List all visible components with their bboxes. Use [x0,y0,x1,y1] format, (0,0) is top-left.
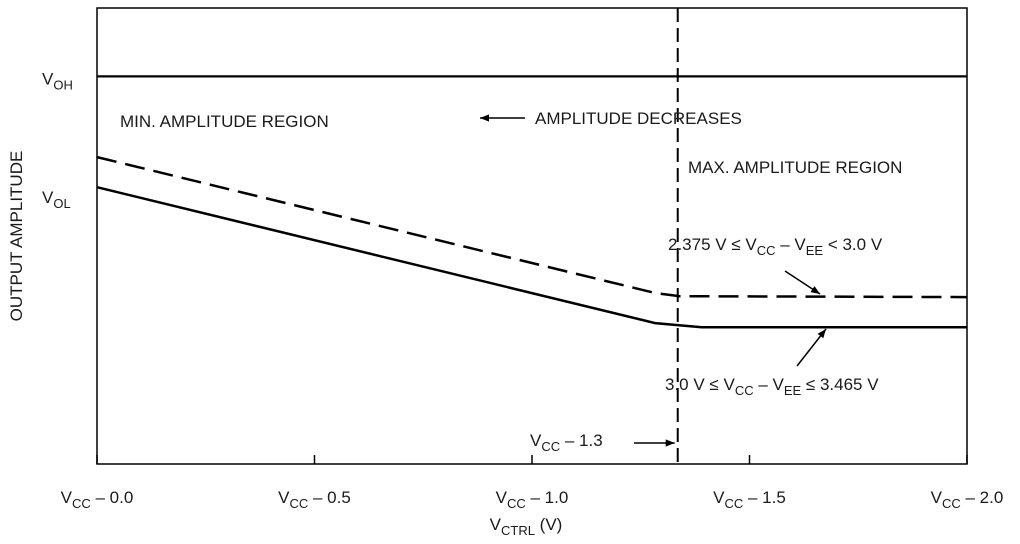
series-label-part: EE [784,383,802,398]
y-axis-label: OUTPUT AMPLITUDE [7,151,26,322]
arrow [784,270,821,295]
x-axis-label-part: (V) [535,515,562,534]
x-tick-label-part: CC [942,496,961,511]
annotation-part: MAX. AMPLITUDE REGION [688,158,902,177]
x-tick-label-part: V [61,488,73,507]
vertical-marker-label: VCC – 1.3 [530,431,603,454]
series-label-part: – V [776,235,807,254]
series-label-part: ≤ 3.465 V [801,375,879,394]
series-line [96,185,967,329]
x-tick-label-part: – 1.5 [743,488,786,507]
x-tick-label-part: CC [507,496,526,511]
x-tick-label-part: CC [72,496,91,511]
series-label-part: < 3.0 V [823,235,883,254]
x-axis-label: VCTRL (V) [490,515,563,538]
x-tick-label-part: – 0.0 [91,488,134,507]
x-tick-label-part: – 1.0 [526,488,569,507]
y-tick-label-part: OL [53,196,70,211]
x-tick-label: VCC – 0.5 [278,488,351,511]
x-tick-label-part: V [278,488,290,507]
vertical-marker-label-part: V [530,431,542,450]
x-tick-label-part: V [496,488,508,507]
x-tick-label: VCC – 1.5 [713,488,786,511]
x-tick-label-part: CC [290,496,309,511]
series-label-part: 2.375 V ≤ V [668,235,757,254]
annotation: MAX. AMPLITUDE REGION [688,158,902,177]
series-label-part: CC [735,383,754,398]
y-tick-label: VOH [42,69,73,92]
x-tick-label-part: V [931,488,943,507]
y-tick-label-part: V [42,69,54,88]
x-tick-label-part: CC [725,496,744,511]
series-label: 2.375 V ≤ VCC – VEE < 3.0 V [668,235,883,258]
x-tick-label: VCC – 0.0 [61,488,134,511]
annotation: AMPLITUDE DECREASES [535,109,742,128]
x-tick-label: VCC – 2.0 [931,488,1004,511]
series-label-part: 3.0 V ≤ V [665,375,735,394]
arrow [796,328,827,367]
x-tick-label-part: – 2.0 [961,488,1004,507]
annotation-part: AMPLITUDE DECREASES [535,109,742,128]
y-tick-label: VOL [42,188,71,211]
y-tick-label-part: V [42,188,54,207]
x-tick-label-part: – 0.5 [308,488,351,507]
vertical-marker-label-part: – 1.3 [560,431,603,450]
annotation: MIN. AMPLITUDE REGION [120,112,329,131]
series-label: 3.0 V ≤ VCC – VEE ≤ 3.465 V [665,375,879,398]
x-axis-label-part: CTRL [501,523,535,538]
series-label-part: – V [754,375,785,394]
x-tick-label-part: V [713,488,725,507]
y-tick-label-part: OH [53,77,73,92]
x-tick-label: VCC – 1.0 [496,488,569,511]
x-axis-label-part: V [490,515,502,534]
annotation-part: MIN. AMPLITUDE REGION [120,112,329,131]
series-label-part: CC [757,243,776,258]
vertical-marker-label-part: CC [541,439,560,454]
series-label-part: EE [806,243,824,258]
series-line [96,155,968,299]
